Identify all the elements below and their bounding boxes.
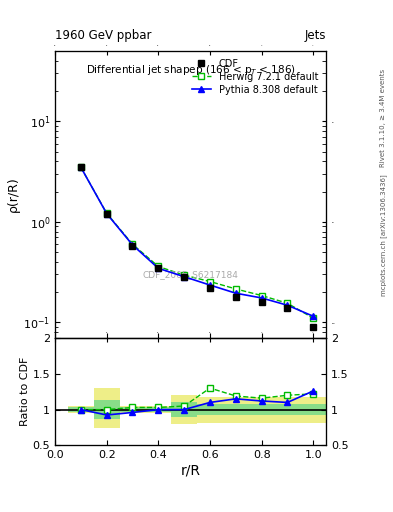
Text: Rivet 3.1.10, ≥ 3.4M events: Rivet 3.1.10, ≥ 3.4M events	[380, 69, 386, 167]
Text: Jets: Jets	[305, 29, 326, 42]
Text: 1960 GeV ppbar: 1960 GeV ppbar	[55, 29, 152, 42]
Legend: CDF, Herwig 7.2.1 default, Pythia 8.308 default: CDF, Herwig 7.2.1 default, Pythia 8.308 …	[189, 56, 321, 98]
Y-axis label: ρ(r/R): ρ(r/R)	[7, 177, 20, 212]
Text: CDF_2005_S6217184: CDF_2005_S6217184	[143, 270, 239, 280]
Text: mcplots.cern.ch [arXiv:1306.3436]: mcplots.cern.ch [arXiv:1306.3436]	[380, 175, 387, 296]
X-axis label: r/R: r/R	[181, 463, 200, 477]
Y-axis label: Ratio to CDF: Ratio to CDF	[20, 357, 30, 426]
Text: Differential jet shapep (166 < p$_T$ < 186): Differential jet shapep (166 < p$_T$ < 1…	[86, 62, 296, 77]
